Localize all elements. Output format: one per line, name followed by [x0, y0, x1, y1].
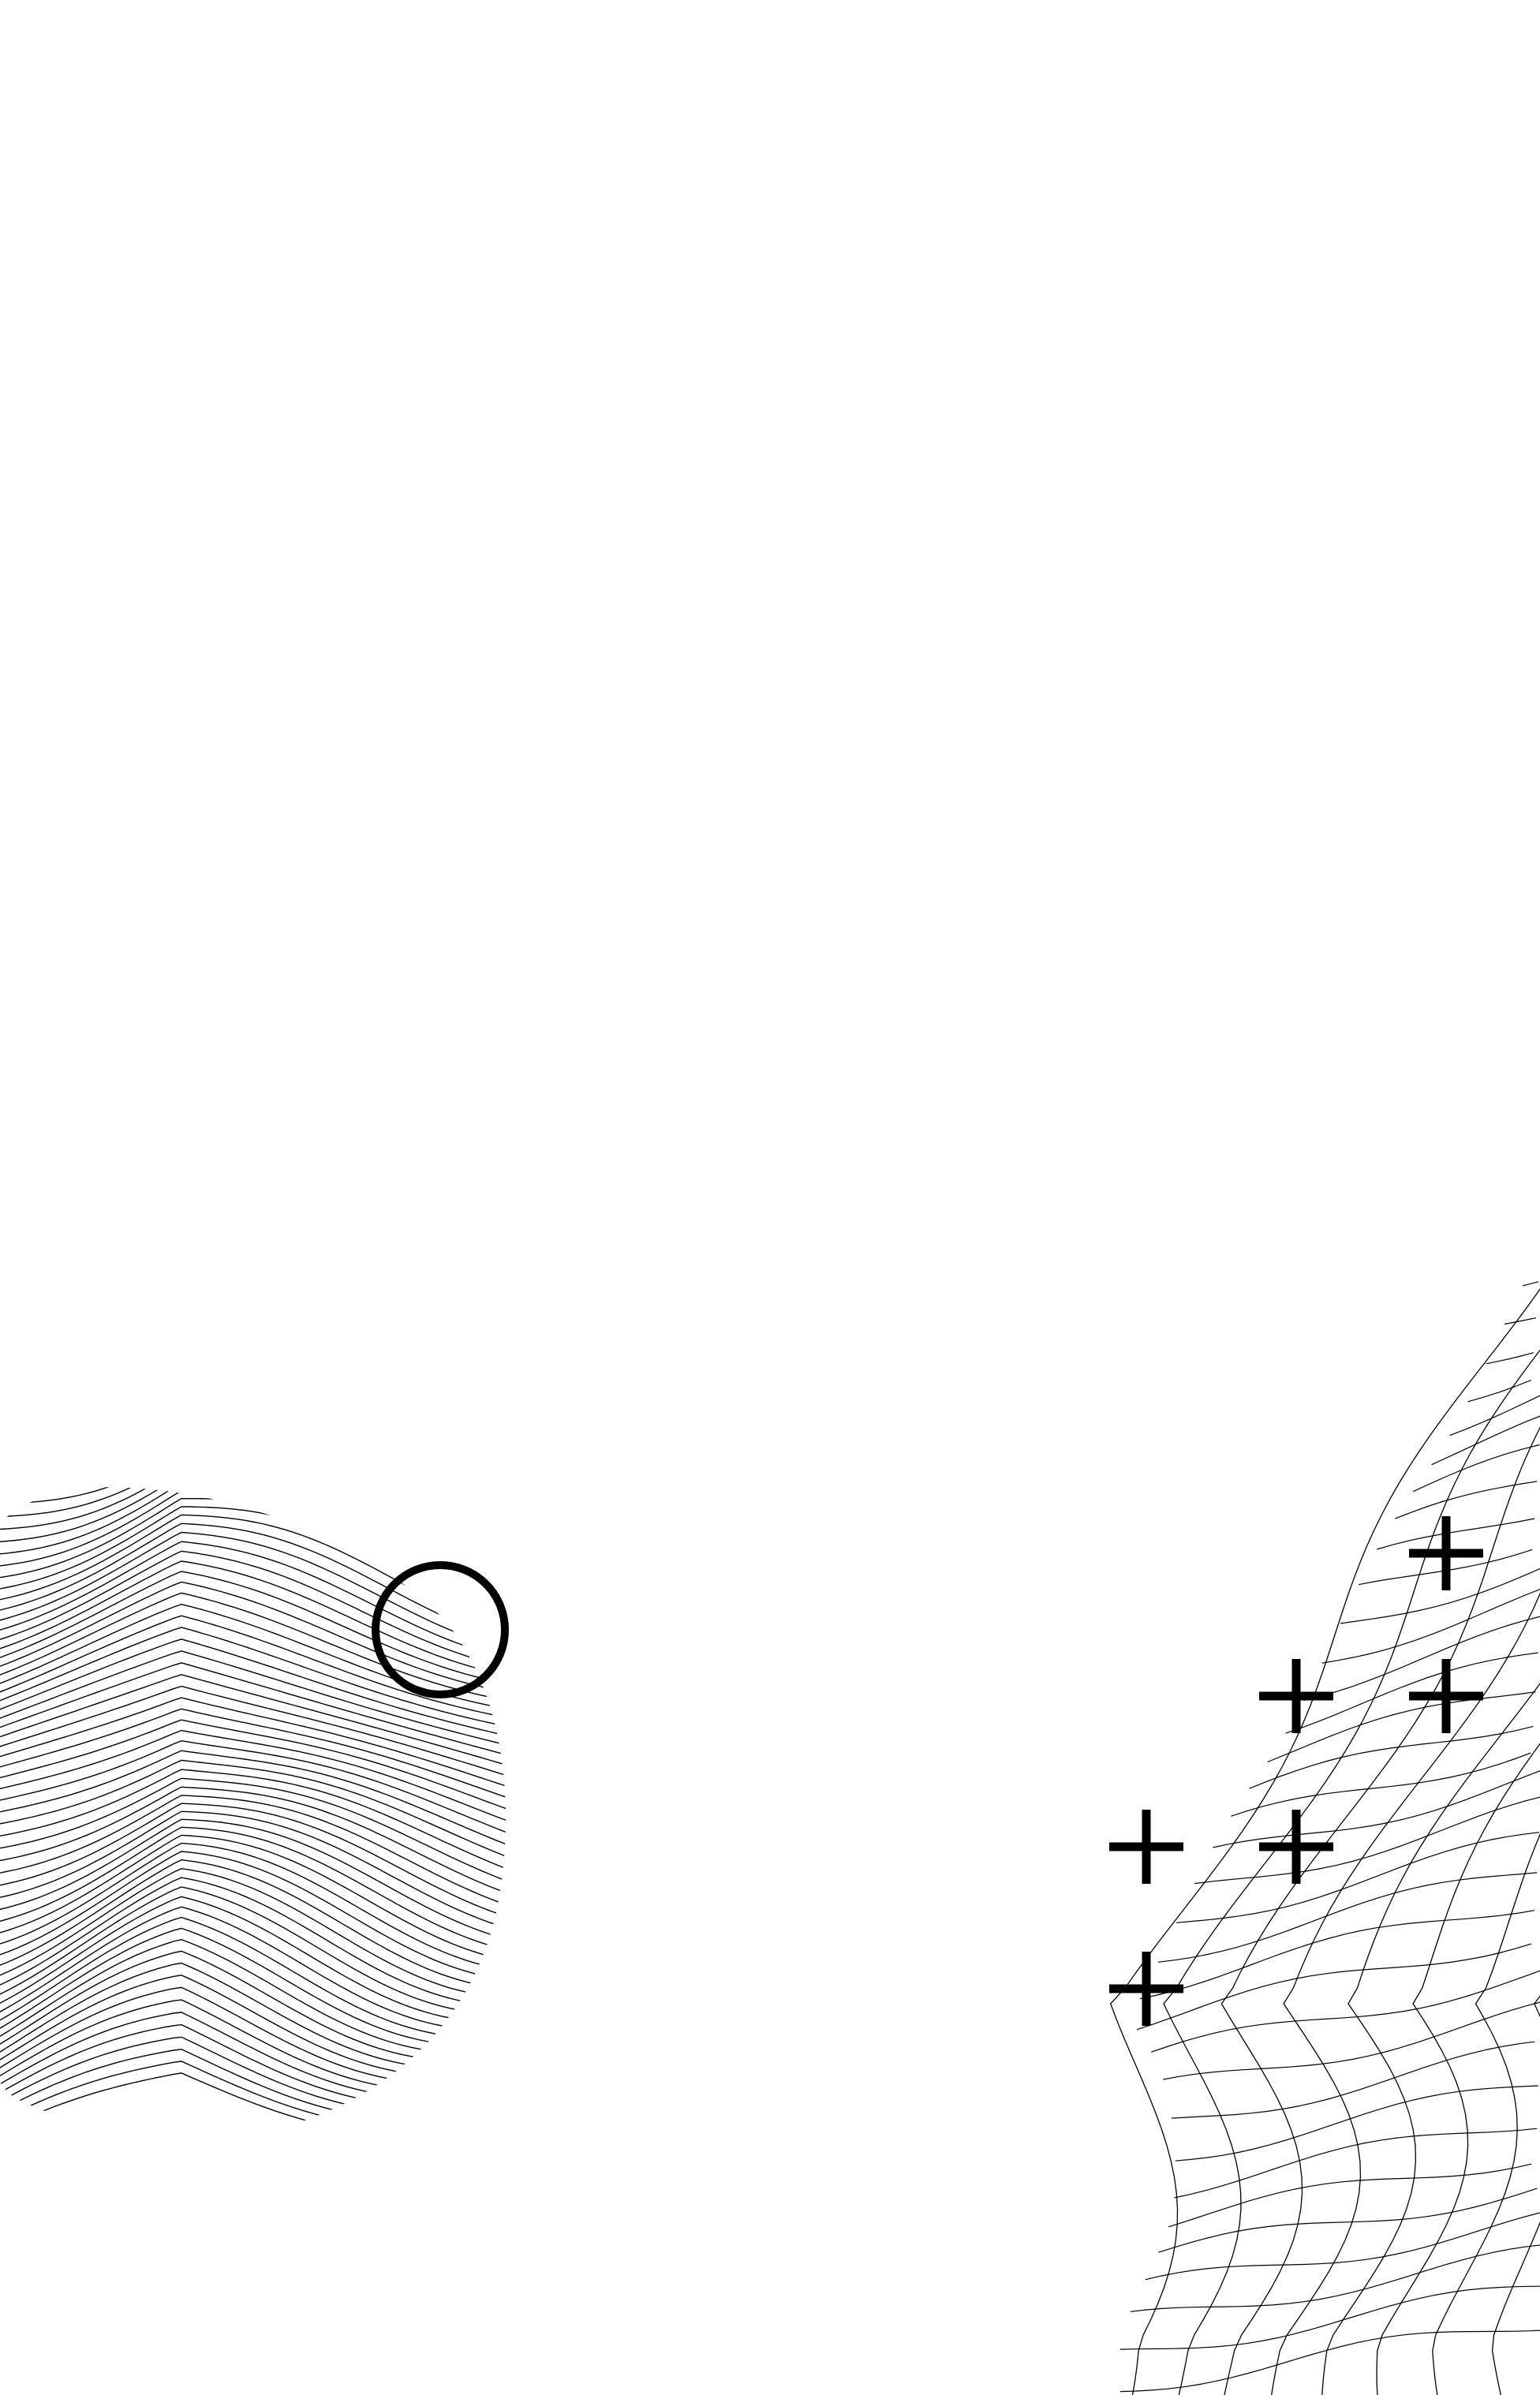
mesh-row-line: [1194, 1796, 1540, 1885]
warped-grid-mesh: [1109, 1281, 1540, 2395]
mesh-row-line: [1151, 1970, 1540, 2053]
mesh-row-line: [1231, 1752, 1531, 1817]
contour-line: [0, 1638, 506, 1743]
contour-line: [0, 1759, 506, 1868]
mesh-column-line: [1321, 1683, 1540, 2395]
contour-line: [0, 1615, 506, 1724]
mesh-row-line: [1176, 1832, 1540, 1923]
contour-line: [0, 1729, 506, 1833]
mesh-row-line: [1249, 1725, 1534, 1789]
mesh-row-line: [1136, 1943, 1532, 2031]
mesh-row-line: [1522, 1281, 1539, 1287]
mesh-column-line: [1220, 1426, 1540, 2395]
contour-line: [0, 1795, 506, 1915]
contour-line: [0, 1708, 506, 1809]
contour-line: [0, 1818, 506, 1946]
contour-line: [0, 1550, 506, 1673]
mesh-row-line: [1158, 2188, 1538, 2253]
mesh-row-line: [1213, 1770, 1540, 1848]
plus-markers: [1109, 1516, 1483, 2026]
contour-line: [0, 1627, 506, 1734]
mesh-row-line: [1340, 1567, 1540, 1624]
contour-line: [0, 1560, 506, 1681]
contour-line: [0, 1786, 506, 1904]
mesh-row-line: [1175, 2085, 1538, 2161]
contour-line: [0, 1581, 506, 1698]
plus-marker: [1259, 1810, 1333, 1884]
contour-line: [0, 1896, 506, 2024]
contour-line: [0, 1851, 506, 1983]
contour-line: [0, 2072, 506, 2135]
contour-line: [0, 1750, 506, 1856]
mesh-row-line: [1171, 2041, 1534, 2119]
plus-marker: [1109, 1952, 1183, 2026]
mesh-row-line: [1119, 2285, 1540, 2350]
contour-line: [0, 1886, 506, 2016]
mesh-row-line: [1449, 1395, 1540, 1437]
contour-line: [0, 1834, 506, 1966]
contour-line: [0, 1571, 506, 1690]
contour-line: [0, 1867, 506, 2000]
contour-line: [0, 1769, 506, 1880]
mesh-row-line: [1303, 1616, 1540, 1701]
plus-marker: [1109, 1810, 1183, 1884]
mesh-row-line: [1163, 2001, 1540, 2080]
mesh-row-line: [1285, 1652, 1538, 1734]
contour-line: [0, 1777, 506, 1892]
contour-line: [0, 1859, 506, 1992]
contour-line: [0, 1877, 506, 2008]
mesh-row-line: [1321, 1588, 1540, 1664]
mesh-row-line: [1504, 1317, 1537, 1325]
mesh-row-line: [1377, 1518, 1535, 1550]
mesh-row-line: [1139, 1910, 1535, 2000]
contour-line: [0, 1685, 506, 1785]
mesh-row-line: [1168, 2163, 1532, 2228]
plus-marker: [1409, 1659, 1483, 1733]
mesh-column-line: [1109, 1287, 1540, 2395]
contour-line: [0, 1650, 506, 1754]
mesh-column-line: [1271, 1592, 1540, 2395]
contour-line: [0, 1697, 506, 1797]
mesh-row-line: [1395, 1481, 1538, 1519]
plus-marker: [1259, 1659, 1333, 1733]
mesh-row-line: [1413, 1444, 1540, 1493]
contour-line: [0, 1810, 506, 1936]
contour-line: [0, 1674, 506, 1774]
contour-line: [0, 1592, 506, 1706]
contour-line: [0, 1719, 506, 1821]
mesh-column-line: [1432, 1833, 1540, 2395]
contour-line: [0, 1803, 506, 1926]
mesh-row-line: [1267, 1691, 1536, 1763]
contour-line: [0, 1662, 506, 1764]
mesh-row-line: [1174, 2128, 1538, 2199]
contour-line: [0, 1541, 506, 1665]
ring-marker: [372, 1561, 509, 1698]
contour-line: [0, 1826, 506, 1956]
contour-line: [0, 1531, 506, 1657]
mesh-row-line: [1467, 1380, 1531, 1403]
mesh-row-line: [1119, 2330, 1540, 2393]
contour-line: [0, 1842, 506, 1975]
mesh-column-line: [1376, 1743, 1540, 2395]
contour-line: [0, 1739, 506, 1844]
plus-marker: [1409, 1516, 1483, 1590]
mesh-row-line: [1145, 2212, 1540, 2281]
mesh-row-line: [1157, 1872, 1538, 1963]
mesh-row-line: [1130, 2244, 1540, 2312]
mesh-column-line: [1163, 1349, 1540, 2395]
mesh-row-line: [1486, 1352, 1534, 1365]
mesh-row-line: [1431, 1415, 1540, 1466]
